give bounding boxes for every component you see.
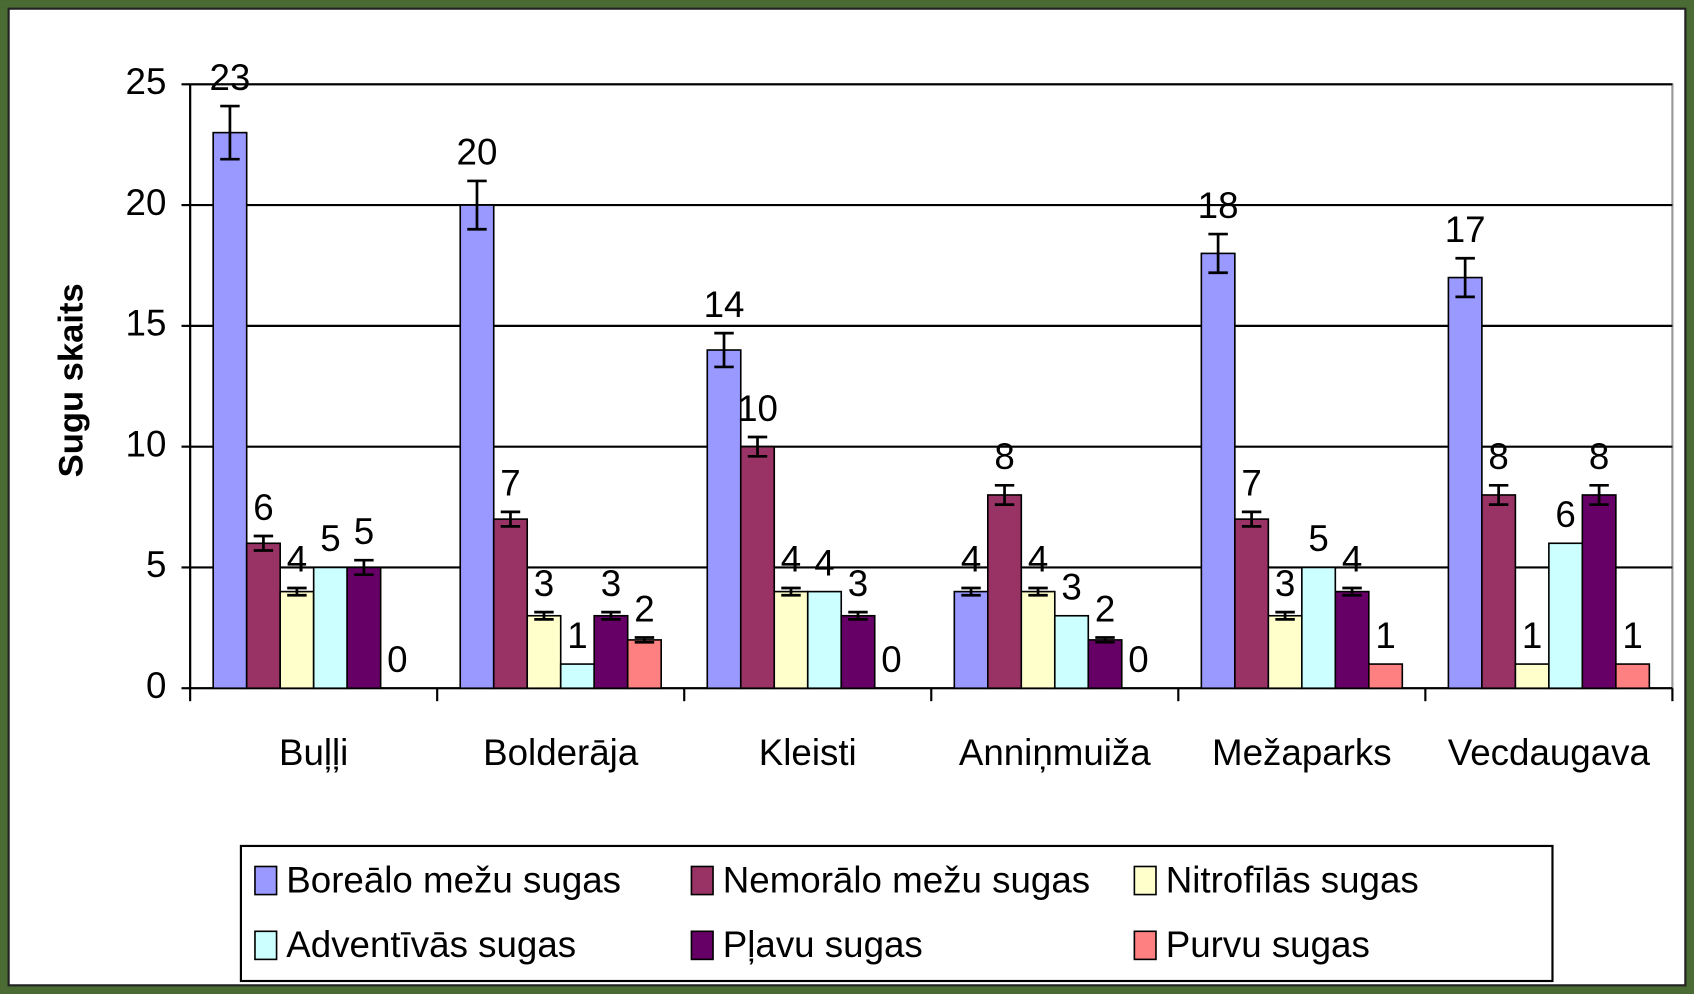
y-tick-label: 15 xyxy=(126,303,167,344)
bar xyxy=(1582,495,1615,688)
data-label: 0 xyxy=(1128,639,1148,680)
data-label: 14 xyxy=(704,284,745,325)
data-label: 6 xyxy=(1555,494,1575,535)
bar xyxy=(1201,253,1234,688)
legend-label: Boreālo mežu sugas xyxy=(286,859,621,900)
y-axis-label: Sugu skaits xyxy=(53,283,91,477)
bar xyxy=(1482,495,1515,688)
data-label: 4 xyxy=(814,542,834,583)
data-label: 4 xyxy=(961,539,981,580)
bar xyxy=(1515,664,1548,688)
chart: Sugu skaits 0510152025Buļļi2364550Bolder… xyxy=(0,0,1694,994)
data-label: 5 xyxy=(1308,518,1328,559)
data-label: 0 xyxy=(881,639,901,680)
bar xyxy=(347,567,380,688)
x-tick-label: Buļļi xyxy=(279,732,348,773)
data-label: 18 xyxy=(1198,185,1239,226)
data-label: 6 xyxy=(253,487,273,528)
bar xyxy=(1268,616,1301,688)
x-tick-label: Bolderāja xyxy=(483,732,639,773)
bar xyxy=(988,495,1021,688)
legend-label: Purvu sugas xyxy=(1166,924,1370,965)
data-label: 4 xyxy=(287,539,307,580)
legend-swatch xyxy=(691,866,713,894)
data-label: 1 xyxy=(1375,615,1395,656)
data-label: 10 xyxy=(737,388,778,429)
x-tick-label: Mežaparks xyxy=(1212,732,1392,773)
bar xyxy=(1021,592,1054,689)
legend-label: Nitrofīlās sugas xyxy=(1166,859,1419,900)
x-tick-label: Kleisti xyxy=(759,732,857,773)
data-label: 3 xyxy=(601,563,621,604)
bar xyxy=(494,519,527,688)
legend-swatch xyxy=(255,931,277,959)
legend-label: Nemorālo mežu sugas xyxy=(723,859,1090,900)
data-label: 3 xyxy=(534,563,554,604)
bar xyxy=(1055,616,1088,688)
bar xyxy=(460,205,493,688)
data-label: 8 xyxy=(1488,436,1508,477)
bar xyxy=(1235,519,1268,688)
y-tick-label: 20 xyxy=(126,182,167,223)
data-label: 3 xyxy=(848,563,868,604)
data-label: 20 xyxy=(457,132,498,173)
bar xyxy=(1088,640,1121,688)
legend-label: Pļavu sugas xyxy=(723,924,923,965)
bar xyxy=(1549,543,1582,688)
y-tick-label: 10 xyxy=(126,423,167,464)
data-label: 17 xyxy=(1445,209,1486,250)
legend-swatch xyxy=(1134,866,1156,894)
bar xyxy=(1369,664,1402,688)
y-tick-label: 5 xyxy=(146,544,166,585)
bar xyxy=(1616,664,1649,688)
bar xyxy=(628,640,661,688)
bar xyxy=(561,664,594,688)
data-label: 4 xyxy=(1342,539,1362,580)
data-label: 0 xyxy=(387,639,407,680)
data-label: 1 xyxy=(1622,615,1642,656)
data-label: 1 xyxy=(1522,615,1542,656)
bar xyxy=(527,616,560,688)
x-tick-label: Anniņmuiža xyxy=(959,732,1151,773)
bar xyxy=(314,567,347,688)
bar xyxy=(954,592,987,689)
legend-label: Adventīvās sugas xyxy=(286,924,576,965)
y-tick-label: 25 xyxy=(126,61,167,102)
y-tick-label: 0 xyxy=(146,665,166,706)
bar xyxy=(741,447,774,689)
data-label: 7 xyxy=(1241,463,1261,504)
legend-swatch xyxy=(691,931,713,959)
x-tick-label: Vecdaugava xyxy=(1448,732,1651,773)
legend-swatch xyxy=(1134,931,1156,959)
data-label: 3 xyxy=(1061,567,1081,608)
bar xyxy=(213,133,246,689)
bar xyxy=(808,592,841,689)
data-label: 8 xyxy=(1589,436,1609,477)
bar xyxy=(841,616,874,688)
bar xyxy=(774,592,807,689)
data-label: 5 xyxy=(354,511,374,552)
bar xyxy=(280,592,313,689)
data-label: 4 xyxy=(781,539,801,580)
data-label: 1 xyxy=(567,615,587,656)
page: Sugu skaits 0510152025Buļļi2364550Bolder… xyxy=(0,0,1694,994)
bar xyxy=(1335,592,1368,689)
data-label: 5 xyxy=(320,518,340,559)
data-label: 2 xyxy=(634,588,654,629)
bar xyxy=(707,350,740,688)
legend-swatch xyxy=(255,866,277,894)
data-label: 8 xyxy=(994,436,1014,477)
data-label: 4 xyxy=(1028,539,1048,580)
bar xyxy=(594,616,627,688)
data-label: 7 xyxy=(500,463,520,504)
bar xyxy=(1448,278,1481,689)
data-label: 23 xyxy=(210,57,251,98)
data-label: 3 xyxy=(1275,563,1295,604)
bar xyxy=(1302,567,1335,688)
data-label: 2 xyxy=(1095,588,1115,629)
bar xyxy=(247,543,280,688)
